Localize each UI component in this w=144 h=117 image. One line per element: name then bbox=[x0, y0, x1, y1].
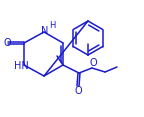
Text: O: O bbox=[74, 86, 82, 96]
Text: O: O bbox=[3, 38, 11, 48]
Text: O: O bbox=[89, 58, 97, 68]
Text: HN: HN bbox=[14, 61, 28, 71]
Text: N: N bbox=[41, 26, 49, 36]
Text: H: H bbox=[49, 20, 55, 29]
